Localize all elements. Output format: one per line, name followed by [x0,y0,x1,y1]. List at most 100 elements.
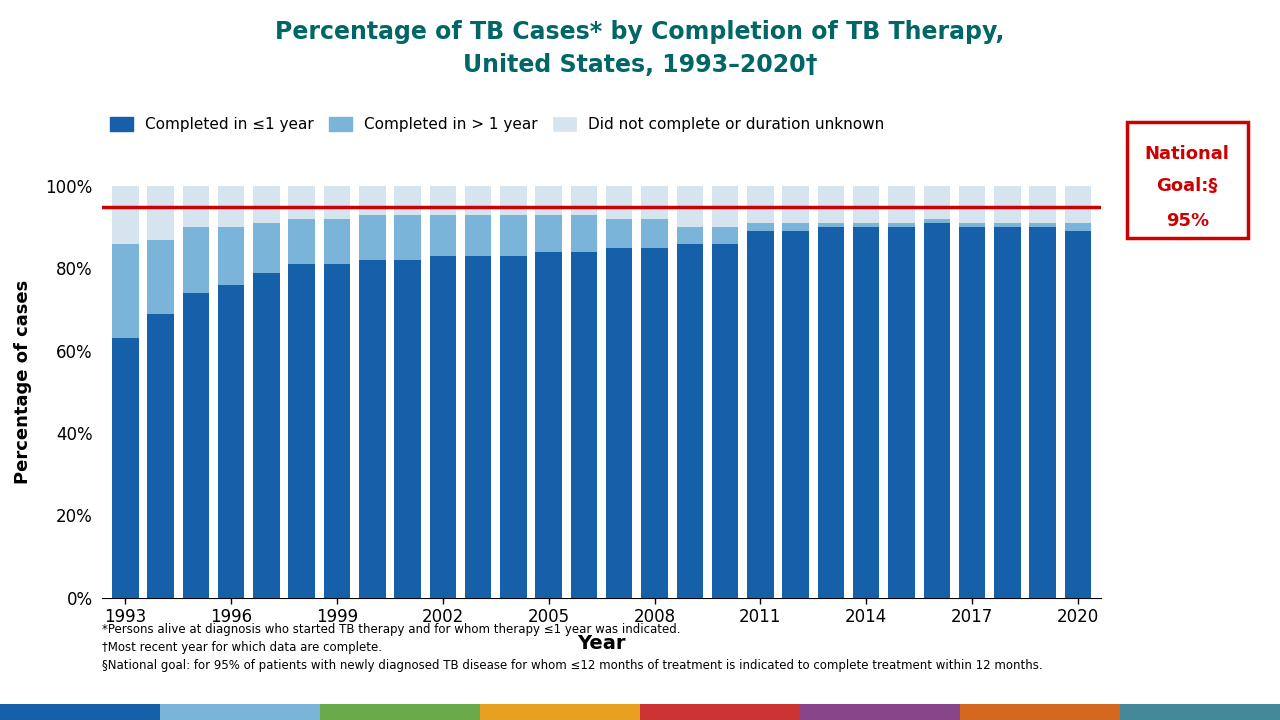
Bar [324,219,351,264]
Bar [0,704,160,720]
Bar [535,186,562,215]
Text: †Most recent year for which data are complete.: †Most recent year for which data are com… [102,641,383,654]
Text: Goal:§: Goal:§ [1157,177,1217,195]
Bar [677,186,703,228]
Bar [571,252,598,598]
Bar [183,186,209,228]
Bar [320,704,480,720]
Bar [818,223,844,228]
Bar [712,186,739,228]
Bar [571,186,598,215]
Bar [253,186,279,223]
Bar [1029,223,1056,228]
Bar [782,186,809,223]
Bar [288,186,315,219]
Legend: Completed in ≤1 year, Completed in > 1 year, Did not complete or duration unknow: Completed in ≤1 year, Completed in > 1 y… [110,117,884,132]
Bar [394,215,421,260]
Bar [641,248,668,598]
Bar [430,186,456,215]
Bar [288,264,315,598]
Bar [465,215,492,256]
Bar [748,231,773,598]
Bar [959,223,986,228]
Bar [818,228,844,598]
Bar [1065,223,1091,231]
Bar [360,186,385,215]
Bar [535,215,562,252]
Bar [712,228,739,244]
Bar [1029,186,1056,223]
Text: United States, 1993–2020†: United States, 1993–2020† [463,53,817,77]
Bar [218,186,244,228]
Bar [147,186,174,240]
Bar [995,223,1020,228]
Bar [160,704,320,720]
Bar [852,186,879,223]
Bar [782,231,809,598]
Bar [748,223,773,231]
Bar [394,186,421,215]
Bar [1120,704,1280,720]
Bar [641,186,668,219]
Bar [800,704,960,720]
Bar [605,248,632,598]
Bar [147,314,174,598]
Bar [465,186,492,215]
Bar [394,260,421,598]
Bar [1065,186,1091,223]
Bar [924,219,950,223]
Bar [605,219,632,248]
Bar [782,223,809,231]
Text: National: National [1144,145,1230,163]
Text: §National goal: for 95% of patients with newly diagnosed TB disease for whom ≤12: §National goal: for 95% of patients with… [102,659,1043,672]
Y-axis label: Percentage of cases: Percentage of cases [14,279,32,484]
Bar [960,704,1120,720]
Bar [113,186,138,244]
Bar [183,293,209,598]
Bar [677,244,703,598]
Bar [677,228,703,244]
Bar [1029,228,1056,598]
Text: *Persons alive at diagnosis who started TB therapy and for whom therapy ≤1 year : *Persons alive at diagnosis who started … [102,623,681,636]
Bar [500,186,526,215]
Text: Percentage of TB Cases* by Completion of TB Therapy,: Percentage of TB Cases* by Completion of… [275,20,1005,45]
Bar [640,704,800,720]
Bar [324,264,351,598]
Bar [430,256,456,598]
Bar [959,186,986,223]
Bar [852,228,879,598]
Bar [360,215,385,260]
Bar [995,186,1020,223]
Bar [183,228,209,293]
Bar [360,260,385,598]
Bar [430,215,456,256]
Bar [888,186,915,223]
Bar [218,228,244,285]
Bar [113,244,138,338]
Bar [605,186,632,219]
Bar [480,704,640,720]
Bar [500,256,526,598]
Bar [324,186,351,219]
Bar [535,252,562,598]
Bar [924,186,950,219]
Bar [924,223,950,598]
Bar [288,219,315,264]
Bar [465,256,492,598]
Bar [818,186,844,223]
Bar [995,228,1020,598]
X-axis label: Year: Year [577,634,626,653]
Bar [888,223,915,228]
Bar [218,285,244,598]
Bar [500,215,526,256]
Bar [959,228,986,598]
Bar [852,223,879,228]
Bar [1065,231,1091,598]
Bar [571,215,598,252]
Bar [147,240,174,314]
FancyBboxPatch shape [1126,122,1248,238]
Bar [888,228,915,598]
Bar [748,186,773,223]
Bar [253,273,279,598]
Bar [641,219,668,248]
